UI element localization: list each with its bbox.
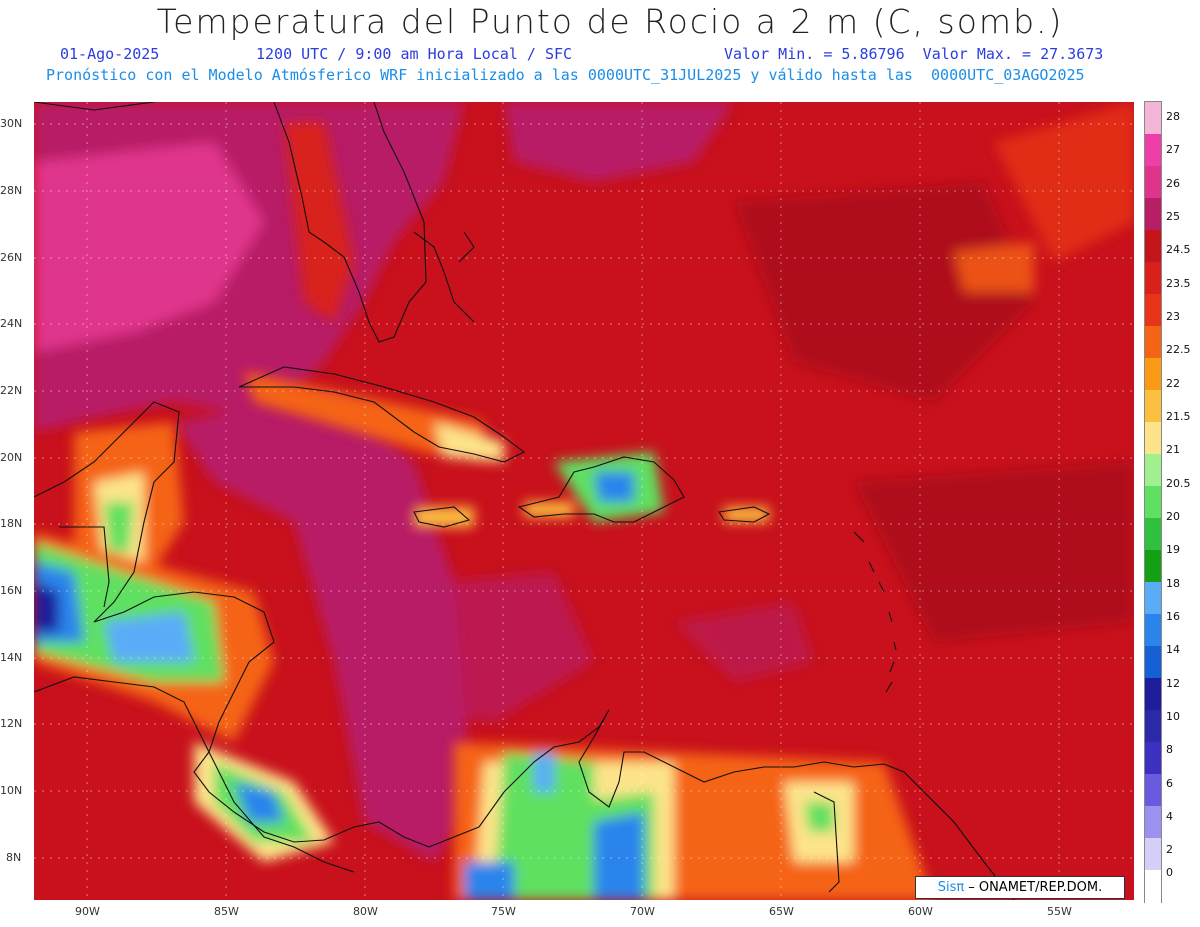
colorbar-cell: [1145, 230, 1161, 263]
credit-text: – ONAMET/REP.DOM.: [968, 880, 1103, 895]
lon-label-55w: 55W: [1047, 905, 1072, 918]
colorbar-label: 22: [1166, 377, 1180, 390]
lon-label-70w: 70W: [630, 905, 655, 918]
gulf-humid-field: [34, 102, 814, 862]
colorbar-cell: [1145, 518, 1161, 551]
colorbar-label: 23: [1166, 310, 1180, 323]
lat-label-22n: 22N: [0, 384, 23, 397]
lat-label-18n: 18N: [0, 517, 23, 530]
colorbar-label: 22.5: [1166, 343, 1191, 356]
colorbar-cell: [1145, 614, 1161, 647]
colorbar-label: 19: [1166, 543, 1180, 556]
colorbar-label: 27: [1166, 143, 1180, 156]
colorbar-cell: [1145, 454, 1161, 487]
forecast-date: 01-Ago-2025: [60, 45, 160, 63]
atlantic-field: [734, 102, 1134, 642]
colorbar-cell: [1145, 646, 1161, 679]
model-run-info: Pronóstico con el Modelo Atmósferico WRF…: [46, 66, 1085, 84]
colorbar-cell: [1145, 294, 1161, 327]
lat-label-14n: 14N: [0, 651, 23, 664]
lon-label-65w: 65W: [769, 905, 794, 918]
land-fields: [34, 122, 934, 900]
colorbar-cell: [1145, 422, 1161, 455]
map-canvas: [34, 102, 1134, 900]
colorbar-label: 8: [1166, 743, 1173, 756]
lat-label-8n: 8N: [6, 851, 22, 864]
colorbar-cell: [1145, 390, 1161, 423]
coastlines: [34, 102, 1015, 900]
colorbar-cell: [1145, 550, 1161, 583]
sispi-logo: Sisπ: [937, 880, 965, 895]
colorbar-label: 28: [1166, 110, 1180, 123]
colorbar-label: 16: [1166, 610, 1180, 623]
lat-label-26n: 26N: [0, 251, 23, 264]
colorbar-label: 4: [1166, 810, 1173, 823]
colorbar-cell: [1145, 134, 1161, 167]
lat-label-10n: 10N: [0, 784, 23, 797]
lat-label-16n: 16N: [0, 584, 23, 597]
colorbar-cell: [1145, 358, 1161, 391]
lon-label-60w: 60W: [908, 905, 933, 918]
colorbar-label: 2: [1166, 843, 1173, 856]
colorbar-label: 25: [1166, 210, 1180, 223]
colorbar-label: 10: [1166, 710, 1180, 723]
lat-label-20n: 20N: [0, 451, 23, 464]
colorbar-cell: [1145, 774, 1161, 807]
colorbar-cell: [1145, 870, 1161, 903]
lat-label-24n: 24N: [0, 317, 23, 330]
dewpoint-map: 30N 28N 26N 24N 22N 20N 18N 16N 14N 12N …: [0, 102, 1134, 918]
colorbar-cell: [1145, 102, 1161, 135]
min-max-values: Valor Min. = 5.86796 Valor Max. = 27.367…: [724, 45, 1104, 63]
colorbar-label: 12: [1166, 677, 1180, 690]
colorbar-label: 24.5: [1166, 243, 1191, 256]
colorbar-cell: [1145, 742, 1161, 775]
colorbar: [1144, 101, 1162, 903]
colorbar-label: 21: [1166, 443, 1180, 456]
colorbar-cell: [1145, 262, 1161, 295]
colorbar-label: 21.5: [1166, 410, 1191, 423]
colorbar-label: 18: [1166, 577, 1180, 590]
lon-label-85w: 85W: [214, 905, 239, 918]
colorbar-label: 6: [1166, 777, 1173, 790]
lon-label-90w: 90W: [75, 905, 100, 918]
colorbar-cell: [1145, 710, 1161, 743]
lat-label-30n: 30N: [0, 117, 23, 130]
credit-box: Sisπ – ONAMET/REP.DOM.: [915, 876, 1125, 899]
lon-label-80w: 80W: [353, 905, 378, 918]
lat-label-12n: 12N: [0, 717, 23, 730]
colorbar-cell: [1145, 582, 1161, 615]
colorbar-cell: [1145, 166, 1161, 199]
colorbar-label: 26: [1166, 177, 1180, 190]
colorbar-cell: [1145, 838, 1161, 871]
colorbar-label: 20: [1166, 510, 1180, 523]
forecast-time: 1200 UTC / 9:00 am Hora Local / SFC: [256, 45, 573, 63]
colorbar-cell: [1145, 198, 1161, 231]
colorbar-cell: [1145, 678, 1161, 711]
colorbar-cell: [1145, 486, 1161, 519]
colorbar-label: 23.5: [1166, 277, 1191, 290]
colorbar-cell: [1145, 806, 1161, 839]
colorbar-label: 14: [1166, 643, 1180, 656]
lat-label-28n: 28N: [0, 184, 23, 197]
colorbar-label: 20.5: [1166, 477, 1191, 490]
lon-label-75w: 75W: [491, 905, 516, 918]
colorbar-label: 0: [1166, 866, 1173, 879]
map-title: Temperatura del Punto de Rocio a 2 m (C,…: [156, 2, 1064, 41]
colorbar-cell: [1145, 326, 1161, 359]
